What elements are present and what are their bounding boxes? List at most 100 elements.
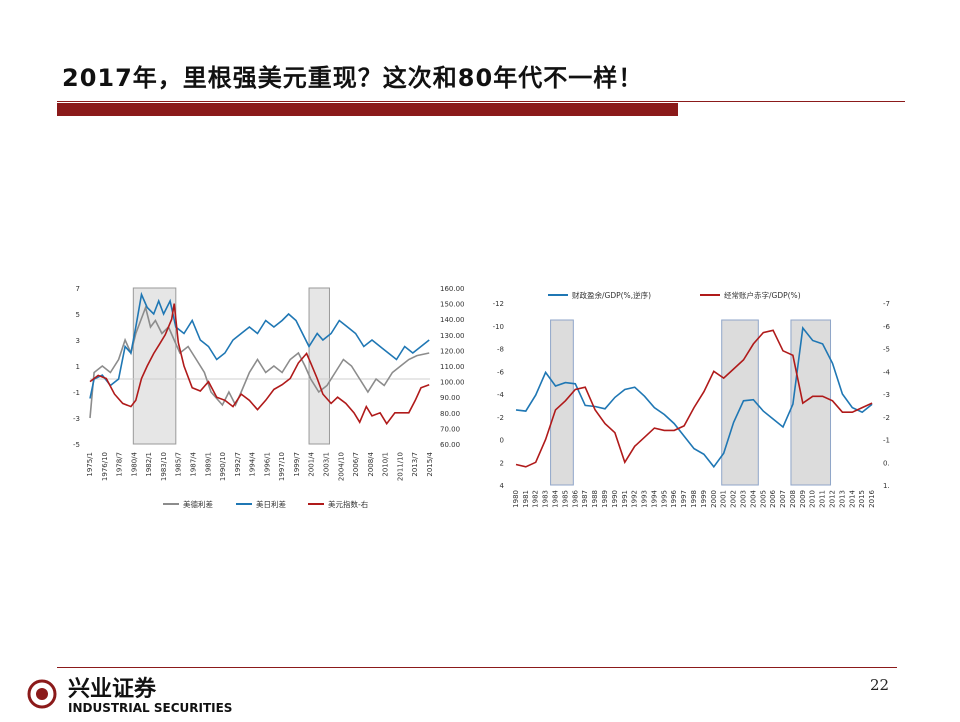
left-axis-tick-label: -5	[73, 441, 80, 449]
shaded-period	[721, 319, 759, 486]
right-axis-tick-label: -5.000	[883, 346, 890, 354]
x-axis-tick-label: 2012	[828, 490, 836, 508]
x-axis-tick-label: 2011	[819, 490, 827, 508]
chart-fiscal-current-account: -12 -10 -8 -6 -4 -2 0 2 4 -7.000 -6.000 -5.000 -4.00…	[490, 285, 890, 515]
x-axis-tick-label: 2008	[789, 490, 797, 508]
x-axis-tick-label: 2006	[769, 489, 777, 507]
left-axis-tick-label: -3	[73, 415, 80, 423]
x-axis-tick-label: 2015/4	[426, 451, 434, 476]
x-axis-tick-label: 2001/4	[308, 451, 316, 476]
shaded-period	[550, 319, 574, 486]
x-axis-tick-label: 1989/1	[204, 452, 212, 477]
x-axis-tick-label: 1992	[631, 490, 639, 508]
right-axis-tick-label: 90.00	[440, 394, 460, 402]
x-axis-tick-label: 2005	[759, 490, 767, 508]
left-axis-tick-label: 2	[500, 459, 504, 467]
x-axis-tick-label: 1981	[522, 490, 530, 508]
chart-1-svg: 7 5 3 1 -1 -3 -5 160.00 150.00 140.00 130.00 120.00…	[73, 285, 465, 509]
left-axis-tick-label: 1	[76, 363, 80, 371]
right-axis-tick-label: -6.000	[883, 323, 890, 331]
title-rule-thin	[57, 101, 905, 102]
series-line	[89, 303, 430, 426]
x-axis-tick-label: 2001	[720, 490, 728, 508]
logo-cn-text: 兴业证券	[68, 676, 157, 702]
right-axis-tick-label: -3.000	[883, 391, 890, 399]
chart-interest-spread-dollar-index: 7 5 3 1 -1 -3 -5 160.00 150.00 140.00 130.00 120.00…	[58, 278, 468, 518]
shaded-period	[132, 287, 177, 445]
series-line	[515, 326, 873, 469]
right-axis-tick-label: 120.00	[440, 347, 465, 355]
x-axis-tick-label: 1985/7	[175, 452, 183, 477]
x-axis-tick-label: 1993	[641, 490, 649, 508]
left-axis-tick-label: -1	[73, 389, 80, 397]
x-axis-tick-label: 2013/7	[411, 452, 419, 477]
x-axis-tick-label: 1999	[700, 490, 708, 508]
right-axis-tick-label: -7.000	[883, 300, 890, 308]
x-axis-tick-label: 2013	[838, 490, 846, 508]
x-axis-tick-label: 2010/1	[382, 452, 390, 477]
right-axis-tick-label: 110.00	[440, 363, 465, 371]
legend-label: 美日利差	[256, 499, 286, 509]
x-axis-tick-label: 1998	[690, 490, 698, 508]
right-axis-tick-label: 60.00	[440, 441, 460, 449]
x-axis-tick-label: 1984	[552, 489, 560, 507]
left-axis-tick-label: 5	[76, 311, 80, 319]
left-axis-tick-label: -10	[493, 323, 504, 331]
left-axis-tick-label: 7	[76, 285, 80, 293]
x-axis-tick-label: 1989	[601, 490, 609, 508]
right-axis-tick-label: 0.000	[883, 459, 890, 467]
legend-label: 财政盈余/GDP(%,逆序)	[572, 290, 651, 300]
x-axis-tick-label: 1999/7	[293, 452, 301, 477]
x-axis-tick-label: 2004/10	[337, 452, 345, 481]
right-axis-tick-label: 150.00	[440, 301, 465, 309]
x-axis-tick-label: 1991	[621, 490, 629, 508]
x-axis-tick-label: 1980/4	[130, 451, 138, 476]
left-axis-tick-label: -8	[497, 346, 504, 354]
x-axis-tick-label: 1982	[532, 490, 540, 508]
right-axis-tick-label: 80.00	[440, 410, 460, 418]
left-axis-tick-label: 4	[500, 482, 505, 490]
x-axis-tick-label: 1976/10	[101, 452, 109, 481]
right-axis-tick-label: 160.00	[440, 285, 465, 293]
shaded-period	[308, 287, 330, 445]
shaded-period	[790, 319, 832, 486]
x-axis-tick-label: 2011/10	[396, 452, 404, 481]
right-axis-tick-label: 140.00	[440, 316, 465, 324]
company-seal-icon: 兴业证券 INDUSTRIAL SECURITIES	[27, 676, 232, 715]
x-axis-tick-label: 1994	[650, 489, 658, 507]
series-line	[515, 329, 873, 468]
legend-label: 美德利差	[183, 499, 213, 509]
x-axis-tick-label: 1997	[680, 490, 688, 508]
right-axis-tick-label: 100.00	[440, 379, 465, 387]
x-axis-tick-label: 2009	[799, 490, 807, 508]
right-axis-tick-label: -4.000	[883, 368, 890, 376]
right-axis-tick-label: 130.00	[440, 332, 465, 340]
right-axis-tick-label: -2.000	[883, 414, 890, 422]
x-axis-tick-label: 1996	[670, 489, 678, 507]
x-axis-tick-label: 1990/10	[219, 452, 227, 481]
x-axis-tick-label: 2007	[779, 490, 787, 508]
left-axis-tick-label: -4	[497, 391, 505, 399]
x-axis-tick-label: 2003	[739, 490, 747, 508]
x-axis-tick-label: 2008/4	[367, 451, 375, 476]
x-axis-tick-label: 2003/1	[323, 452, 331, 477]
x-axis-tick-label: 2010	[809, 490, 817, 508]
x-axis-tick-label: 1983/10	[160, 452, 168, 481]
x-axis-tick-label: 1995	[660, 490, 668, 508]
x-axis-tick-label: 1978/7	[116, 452, 124, 477]
right-axis-tick-label: 70.00	[440, 425, 460, 433]
x-axis-tick-label: 1988	[591, 490, 599, 508]
page-number: 22	[870, 676, 890, 694]
left-axis-tick-label: -12	[493, 300, 504, 308]
legend-label: 美元指数-右	[328, 499, 369, 509]
x-axis-tick-label: 1987	[581, 490, 589, 508]
left-axis-tick-label: -2	[497, 414, 504, 422]
x-axis-tick-label: 2016	[868, 489, 876, 507]
x-axis-tick-label: 2000	[710, 490, 718, 508]
x-axis-tick-label: 1985	[561, 490, 569, 508]
slide-title: 2017年，里根强美元重现？这次和80年代不一样！	[62, 64, 644, 92]
x-axis-tick-label: 1997/10	[278, 452, 286, 481]
x-axis-tick-label: 1990	[611, 490, 619, 508]
right-axis-tick-label: 1.000	[883, 482, 890, 490]
left-axis-tick-label: -6	[497, 368, 505, 376]
